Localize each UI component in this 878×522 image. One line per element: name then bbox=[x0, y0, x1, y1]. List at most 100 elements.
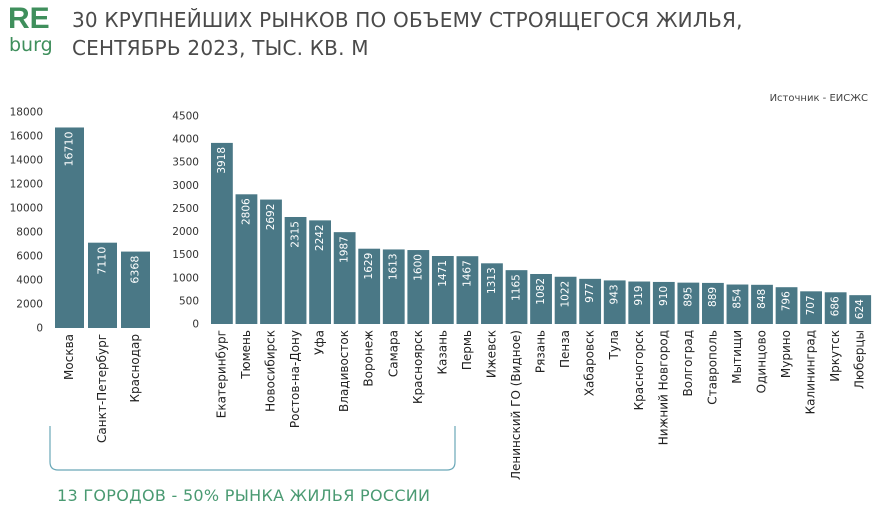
category-label: Калининград bbox=[804, 330, 818, 414]
category-label: Рязань bbox=[534, 330, 548, 373]
data-label: 943 bbox=[609, 284, 621, 304]
category-label: Екатеринбург bbox=[214, 330, 228, 418]
bar bbox=[235, 194, 258, 324]
y-tick-label: 3000 bbox=[172, 180, 199, 192]
category-label: Тула bbox=[607, 330, 621, 360]
bar bbox=[824, 292, 847, 324]
chart-title-line1: 30 КРУПНЕЙШИХ РЫНКОВ ПО ОБЪЕМУ СТРОЯЩЕГО… bbox=[72, 8, 743, 32]
bar bbox=[849, 295, 872, 324]
y-tick-label: 0 bbox=[36, 323, 43, 335]
y-tick-label: 500 bbox=[179, 295, 199, 307]
y-tick-label: 4500 bbox=[172, 111, 199, 123]
category-label: Волгоград bbox=[681, 330, 695, 396]
data-label: 1600 bbox=[412, 254, 424, 281]
category-label: Санкт-Петербург bbox=[95, 334, 109, 443]
data-label: 919 bbox=[633, 286, 645, 306]
category-label: Хабаровск bbox=[583, 330, 597, 396]
chart-title-line2: СЕНТЯБРЬ 2023, ТЫС. КВ. М bbox=[72, 36, 369, 60]
y-tick-label: 1500 bbox=[172, 249, 199, 261]
category-label: Москва bbox=[62, 334, 76, 380]
y-tick-label: 2000 bbox=[172, 226, 199, 238]
data-label: 2806 bbox=[240, 198, 252, 225]
logo-re: RE bbox=[8, 2, 50, 35]
category-label: Одинцово bbox=[755, 330, 769, 393]
bar bbox=[554, 276, 577, 324]
category-label: Иркутск bbox=[828, 330, 842, 382]
y-tick-label: 16000 bbox=[10, 131, 43, 143]
data-label: 1471 bbox=[437, 260, 449, 287]
category-label: Красногорск bbox=[632, 330, 646, 410]
category-label: Пенза bbox=[558, 330, 572, 368]
bar bbox=[309, 220, 331, 324]
y-tick-label: 3500 bbox=[172, 157, 199, 169]
bar bbox=[652, 281, 675, 324]
bar bbox=[88, 242, 117, 328]
category-label: Уфа bbox=[313, 330, 327, 355]
bar bbox=[677, 282, 700, 324]
data-label: 1629 bbox=[363, 253, 375, 280]
data-label: 910 bbox=[658, 286, 670, 306]
category-label: Мытищи bbox=[730, 330, 744, 384]
category-label: Самара bbox=[386, 330, 400, 377]
bar bbox=[333, 232, 356, 324]
category-label: Пермь bbox=[460, 330, 474, 370]
data-label: 624 bbox=[854, 299, 866, 319]
data-label: 848 bbox=[756, 289, 768, 309]
bar bbox=[579, 278, 602, 324]
category-label: Воронеж bbox=[362, 330, 376, 387]
y-tick-label: 6000 bbox=[16, 251, 43, 263]
bar bbox=[751, 284, 773, 324]
data-label: 1987 bbox=[339, 236, 351, 263]
y-tick-label: 10000 bbox=[10, 203, 43, 215]
data-label: 707 bbox=[805, 295, 817, 315]
y-tick-label: 12000 bbox=[10, 179, 43, 191]
source-note: Источник - ЕИСЖС bbox=[769, 93, 868, 104]
bar bbox=[407, 250, 430, 324]
data-label: 854 bbox=[731, 288, 743, 308]
bar bbox=[530, 273, 552, 324]
category-label: Тюмень bbox=[239, 330, 253, 380]
data-label: 895 bbox=[682, 287, 694, 307]
category-label: Мурино bbox=[779, 330, 793, 378]
bar bbox=[382, 249, 405, 324]
y-tick-label: 0 bbox=[192, 319, 199, 331]
bar bbox=[55, 127, 84, 328]
chart-title: 30 КРУПНЕЙШИХ РЫНКОВ ПО ОБЪЕМУ СТРОЯЩЕГО… bbox=[72, 6, 862, 62]
category-label: Нижний Новгород bbox=[656, 330, 670, 445]
bar bbox=[726, 284, 749, 324]
data-label: 1082 bbox=[535, 278, 547, 305]
category-label: Ижевск bbox=[484, 330, 498, 378]
data-label: 686 bbox=[830, 296, 842, 316]
bar bbox=[431, 256, 454, 324]
y-tick-label: 8000 bbox=[16, 227, 43, 239]
data-label: 1022 bbox=[560, 281, 572, 308]
category-label: Ростов-на-Дону bbox=[288, 330, 302, 428]
bar bbox=[481, 263, 503, 324]
data-label: 1613 bbox=[388, 253, 400, 280]
data-label: 977 bbox=[584, 283, 596, 303]
bar bbox=[456, 256, 479, 324]
bracket-caption: 13 ГОРОДОВ - 50% РЫНКА ЖИЛЬЯ РОССИИ bbox=[57, 486, 431, 505]
y-tick-label: 4000 bbox=[172, 134, 199, 146]
data-label: 2692 bbox=[265, 204, 277, 231]
data-label: 1165 bbox=[511, 274, 523, 301]
y-tick-label: 1000 bbox=[172, 272, 199, 284]
data-label: 7110 bbox=[96, 247, 109, 275]
y-tick-label: 18000 bbox=[10, 107, 43, 119]
bar bbox=[800, 291, 822, 324]
y-tick-label: 2000 bbox=[16, 299, 43, 311]
bar bbox=[284, 216, 307, 324]
category-label: Краснодар bbox=[128, 334, 142, 403]
bar bbox=[603, 280, 626, 324]
data-label: 3918 bbox=[216, 147, 228, 174]
category-label: Казань bbox=[435, 330, 449, 375]
logo-burg: burg bbox=[9, 34, 53, 56]
data-label: 2242 bbox=[314, 224, 326, 251]
category-label: Владивосток bbox=[337, 330, 351, 412]
data-label: 16710 bbox=[63, 131, 76, 166]
category-label: Ленинский ГО (Видное) bbox=[509, 330, 523, 480]
bar bbox=[775, 287, 798, 324]
data-label: 6368 bbox=[129, 256, 142, 284]
bar bbox=[260, 199, 282, 324]
